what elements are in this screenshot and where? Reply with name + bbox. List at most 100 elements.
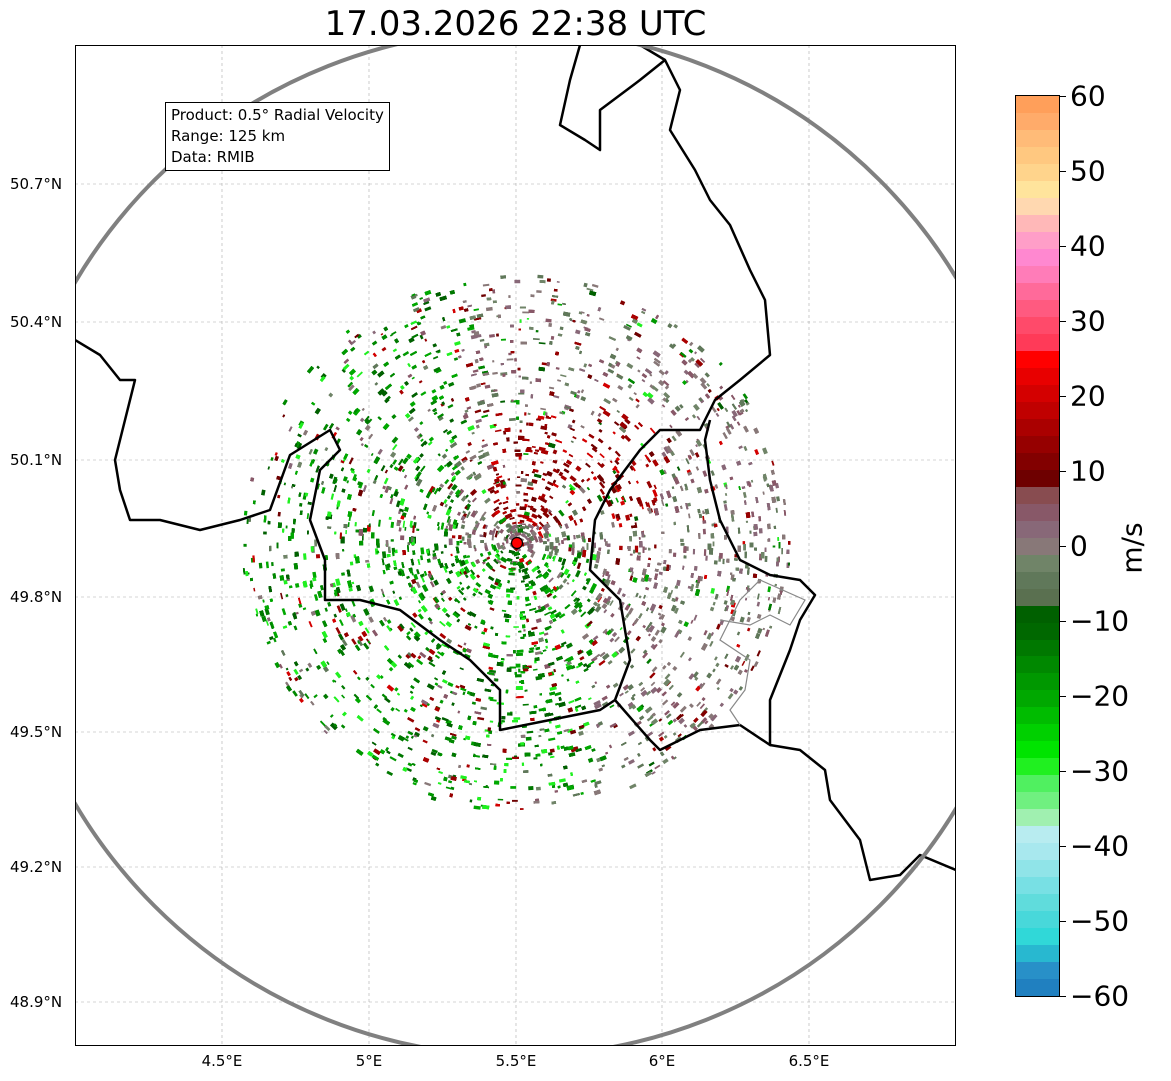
- velocity-pixel: [270, 456, 274, 461]
- velocity-pixel: [534, 650, 542, 656]
- velocity-pixel: [545, 645, 549, 649]
- velocity-pixel: [310, 477, 315, 483]
- velocity-pixel: [515, 696, 522, 699]
- velocity-pixel: [458, 318, 467, 324]
- velocity-pixel: [472, 592, 477, 597]
- velocity-pixel: [474, 409, 482, 414]
- velocity-pixel: [679, 651, 685, 658]
- velocity-pixel: [459, 667, 464, 671]
- velocity-pixel: [354, 522, 357, 527]
- velocity-pixel: [635, 480, 639, 484]
- velocity-pixel: [413, 573, 419, 581]
- velocity-pixel: [368, 585, 375, 593]
- velocity-pixel: [694, 676, 699, 681]
- velocity-pixel: [418, 380, 423, 384]
- velocity-pixel: [456, 585, 461, 590]
- velocity-pixel: [381, 346, 387, 352]
- velocity-pixel: [439, 483, 445, 488]
- velocity-pixel: [699, 357, 706, 364]
- velocity-pixel: [351, 600, 356, 607]
- velocity-pixel: [454, 341, 461, 346]
- velocity-pixel: [448, 780, 453, 784]
- velocity-pixel: [437, 486, 442, 492]
- velocity-pixel: [552, 515, 560, 523]
- velocity-pixel: [624, 690, 629, 694]
- velocity-pixel: [586, 598, 591, 603]
- velocity-pixel: [518, 568, 522, 573]
- velocity-pixel: [283, 579, 288, 585]
- velocity-pixel: [506, 757, 513, 760]
- velocity-pixel: [615, 497, 619, 503]
- velocity-pixel: [493, 558, 500, 565]
- velocity-pixel: [619, 627, 623, 631]
- velocity-pixel: [524, 412, 527, 416]
- velocity-pixel: [703, 549, 707, 556]
- velocity-pixel: [392, 348, 398, 353]
- velocity-pixel: [449, 441, 458, 449]
- velocity-pixel: [527, 481, 534, 487]
- velocity-pixel: [594, 702, 602, 710]
- velocity-pixel: [704, 372, 710, 378]
- velocity-pixel: [654, 764, 661, 770]
- velocity-pixel: [445, 612, 451, 618]
- velocity-pixel: [438, 770, 444, 775]
- velocity-pixel: [745, 520, 749, 523]
- velocity-pixel: [246, 518, 249, 525]
- velocity-pixel: [663, 469, 667, 475]
- velocity-pixel: [410, 695, 415, 701]
- velocity-pixel: [298, 668, 304, 673]
- velocity-pixel: [544, 611, 552, 616]
- velocity-pixel: [346, 480, 350, 484]
- velocity-pixel: [598, 317, 605, 321]
- velocity-pixel: [435, 349, 441, 353]
- velocity-pixel: [541, 362, 548, 366]
- velocity-pixel: [540, 461, 544, 464]
- velocity-pixel: [565, 642, 573, 649]
- velocity-pixel: [348, 457, 354, 465]
- velocity-pixel: [453, 610, 461, 617]
- velocity-pixel: [658, 571, 663, 576]
- velocity-pixel: [558, 584, 564, 590]
- velocity-pixel: [323, 724, 331, 732]
- velocity-pixel: [597, 412, 602, 417]
- velocity-pixel: [409, 401, 416, 407]
- velocity-pixel: [252, 555, 255, 563]
- velocity-pixel: [497, 798, 504, 801]
- velocity-pixel: [527, 537, 533, 544]
- velocity-pixel: [661, 699, 669, 706]
- velocity-pixel: [444, 479, 450, 485]
- velocity-pixel: [661, 404, 666, 408]
- velocity-pixel: [293, 668, 299, 676]
- velocity-pixel: [699, 703, 705, 710]
- velocity-pixel: [476, 383, 482, 388]
- radar-map[interactable]: Product: 0.5° Radial Velocity Range: 125…: [75, 45, 956, 1046]
- velocity-pixel: [524, 503, 528, 508]
- velocity-pixel: [526, 318, 530, 320]
- velocity-pixel: [545, 318, 552, 323]
- velocity-pixel: [451, 735, 457, 740]
- velocity-pixel: [492, 360, 495, 363]
- velocity-pixel: [443, 380, 448, 385]
- velocity-pixel: [670, 589, 674, 594]
- velocity-pixel: [294, 583, 300, 588]
- velocity-pixel: [299, 693, 304, 699]
- velocity-pixel: [528, 422, 534, 427]
- velocity-pixel: [465, 585, 471, 590]
- velocity-pixel: [562, 578, 568, 584]
- velocity-pixel: [609, 460, 613, 464]
- velocity-pixel: [646, 480, 653, 489]
- velocity-pixel: [658, 604, 663, 610]
- velocity-pixel: [738, 686, 744, 691]
- velocity-pixel: [647, 507, 653, 514]
- velocity-pixel: [263, 531, 267, 535]
- velocity-pixel: [540, 407, 547, 411]
- velocity-pixel: [687, 585, 692, 590]
- velocity-pixel: [473, 805, 481, 810]
- velocity-pixel: [381, 551, 387, 559]
- velocity-pixel: [500, 556, 508, 563]
- velocity-pixel: [506, 358, 514, 361]
- velocity-pixel: [680, 538, 684, 543]
- velocity-pixel: [330, 493, 335, 500]
- velocity-pixel: [574, 600, 579, 605]
- velocity-pixel: [467, 326, 475, 331]
